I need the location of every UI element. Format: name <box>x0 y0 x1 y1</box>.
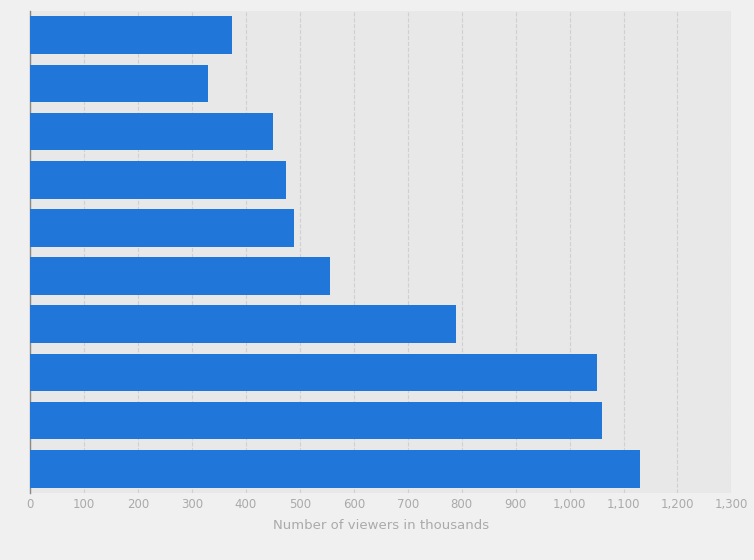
Bar <box>30 450 639 488</box>
Bar <box>30 257 329 295</box>
X-axis label: Number of viewers in thousands: Number of viewers in thousands <box>273 519 489 532</box>
Bar <box>30 305 456 343</box>
Bar <box>30 64 208 102</box>
Bar <box>30 209 295 247</box>
Bar <box>30 161 287 199</box>
Bar <box>30 402 602 440</box>
Bar <box>30 16 232 54</box>
Bar <box>30 113 273 151</box>
Bar <box>30 353 596 391</box>
